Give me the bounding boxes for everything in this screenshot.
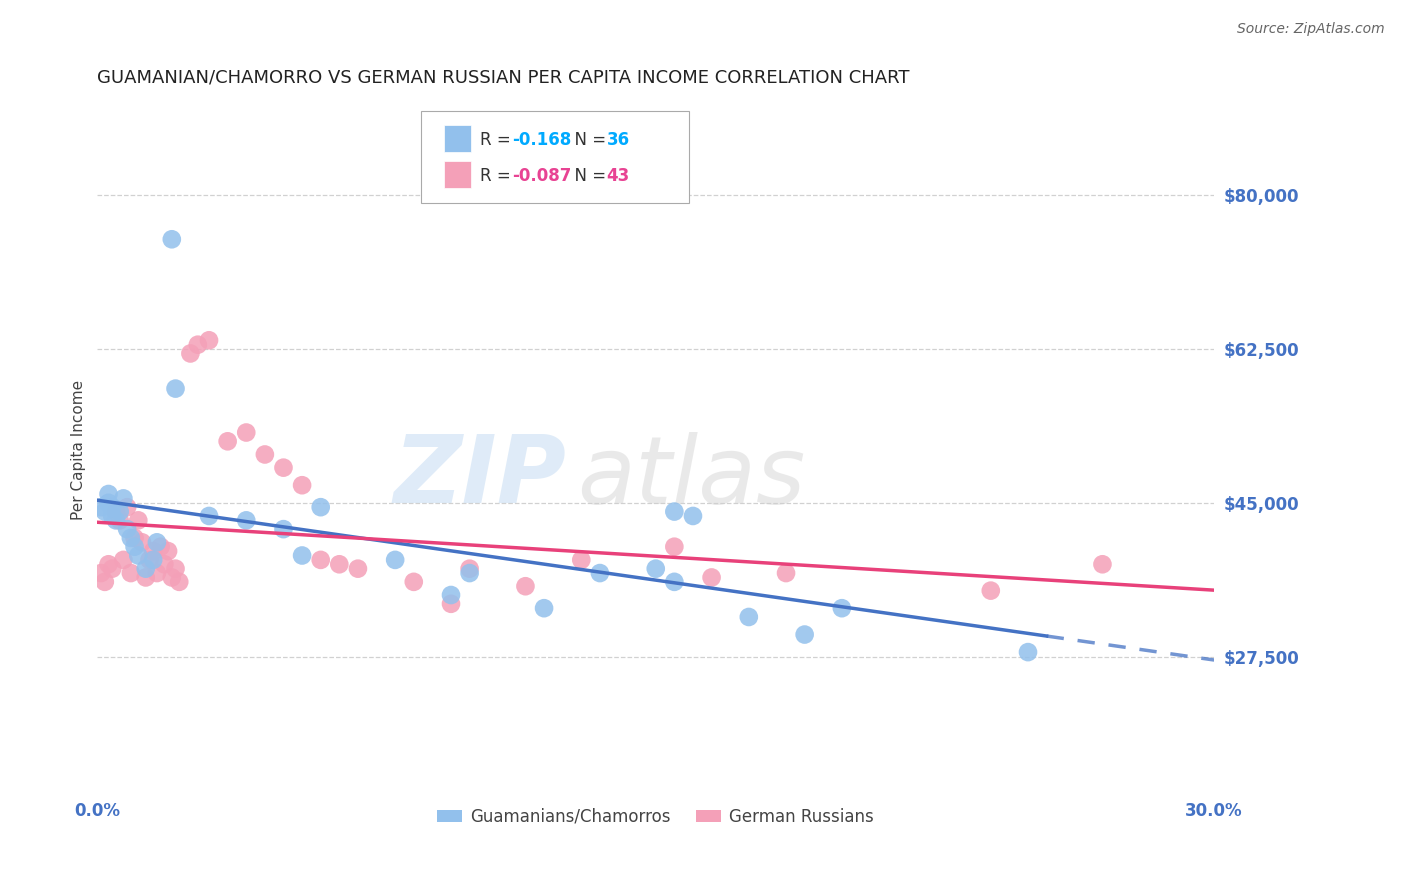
Point: [101, 500, 124, 515]
Point: [135, 562, 157, 576]
Point: [309, 553, 332, 567]
Point: [217, 434, 239, 449]
Point: [515, 579, 537, 593]
Point: [793, 627, 815, 641]
Point: [149, 540, 172, 554]
Point: [108, 505, 131, 519]
Point: [120, 531, 142, 545]
Text: N =: N =: [564, 131, 612, 149]
Point: [138, 553, 160, 567]
Point: [273, 522, 295, 536]
Point: [775, 566, 797, 580]
Point: [328, 558, 350, 572]
Point: [135, 570, 157, 584]
Point: [104, 505, 127, 519]
Point: [700, 570, 723, 584]
Point: [165, 562, 187, 576]
Text: 36: 36: [606, 131, 630, 149]
Point: [187, 337, 209, 351]
Point: [589, 566, 612, 580]
Point: [440, 588, 463, 602]
Point: [124, 540, 146, 554]
Point: [179, 346, 201, 360]
Point: [124, 531, 146, 545]
Point: [153, 558, 176, 572]
Point: [569, 553, 592, 567]
Point: [167, 574, 190, 589]
Y-axis label: Per Capita Income: Per Capita Income: [72, 380, 86, 520]
Point: [1091, 558, 1114, 572]
Point: [198, 508, 221, 523]
Point: [253, 448, 276, 462]
Point: [94, 574, 117, 589]
Point: [146, 566, 169, 580]
FancyBboxPatch shape: [443, 161, 471, 188]
Point: [131, 535, 153, 549]
Point: [120, 566, 142, 580]
Point: [458, 566, 481, 580]
Point: [127, 549, 149, 563]
Point: [533, 601, 555, 615]
Text: N =: N =: [564, 167, 612, 185]
Point: [97, 558, 120, 572]
Text: ZIP: ZIP: [394, 432, 567, 524]
Text: Source: ZipAtlas.com: Source: ZipAtlas.com: [1237, 22, 1385, 37]
Point: [112, 553, 135, 567]
Text: R =: R =: [481, 131, 516, 149]
Point: [273, 460, 295, 475]
Point: [235, 425, 257, 440]
Point: [831, 601, 853, 615]
Point: [160, 232, 183, 246]
Point: [90, 500, 112, 515]
Text: GUAMANIAN/CHAMORRO VS GERMAN RUSSIAN PER CAPITA INCOME CORRELATION CHART: GUAMANIAN/CHAMORRO VS GERMAN RUSSIAN PER…: [97, 69, 910, 87]
Point: [402, 574, 425, 589]
Point: [127, 513, 149, 527]
Point: [115, 500, 138, 515]
Point: [94, 505, 117, 519]
Point: [682, 508, 704, 523]
Point: [291, 549, 314, 563]
Point: [440, 597, 463, 611]
Point: [980, 583, 1002, 598]
Point: [347, 562, 370, 576]
Point: [90, 566, 112, 580]
Text: 43: 43: [606, 167, 630, 185]
FancyBboxPatch shape: [443, 125, 471, 152]
Text: -0.168: -0.168: [512, 131, 571, 149]
Point: [97, 496, 120, 510]
Point: [101, 562, 124, 576]
Text: -0.087: -0.087: [512, 167, 571, 185]
Point: [108, 513, 131, 527]
Point: [458, 562, 481, 576]
Point: [104, 513, 127, 527]
Point: [309, 500, 332, 515]
Point: [738, 610, 761, 624]
Point: [146, 535, 169, 549]
Text: atlas: atlas: [578, 432, 806, 523]
Point: [664, 505, 686, 519]
Point: [644, 562, 666, 576]
Point: [165, 382, 187, 396]
Point: [157, 544, 180, 558]
Legend: Guamanians/Chamorros, German Russians: Guamanians/Chamorros, German Russians: [430, 801, 882, 832]
Point: [198, 333, 221, 347]
Point: [97, 487, 120, 501]
Point: [142, 553, 165, 567]
Point: [101, 508, 124, 523]
Point: [384, 553, 406, 567]
FancyBboxPatch shape: [422, 111, 689, 203]
Point: [664, 540, 686, 554]
Point: [112, 491, 135, 506]
Point: [664, 574, 686, 589]
Text: R =: R =: [481, 167, 516, 185]
Point: [235, 513, 257, 527]
Point: [160, 570, 183, 584]
Point: [1017, 645, 1039, 659]
Point: [142, 544, 165, 558]
Point: [115, 522, 138, 536]
Point: [291, 478, 314, 492]
